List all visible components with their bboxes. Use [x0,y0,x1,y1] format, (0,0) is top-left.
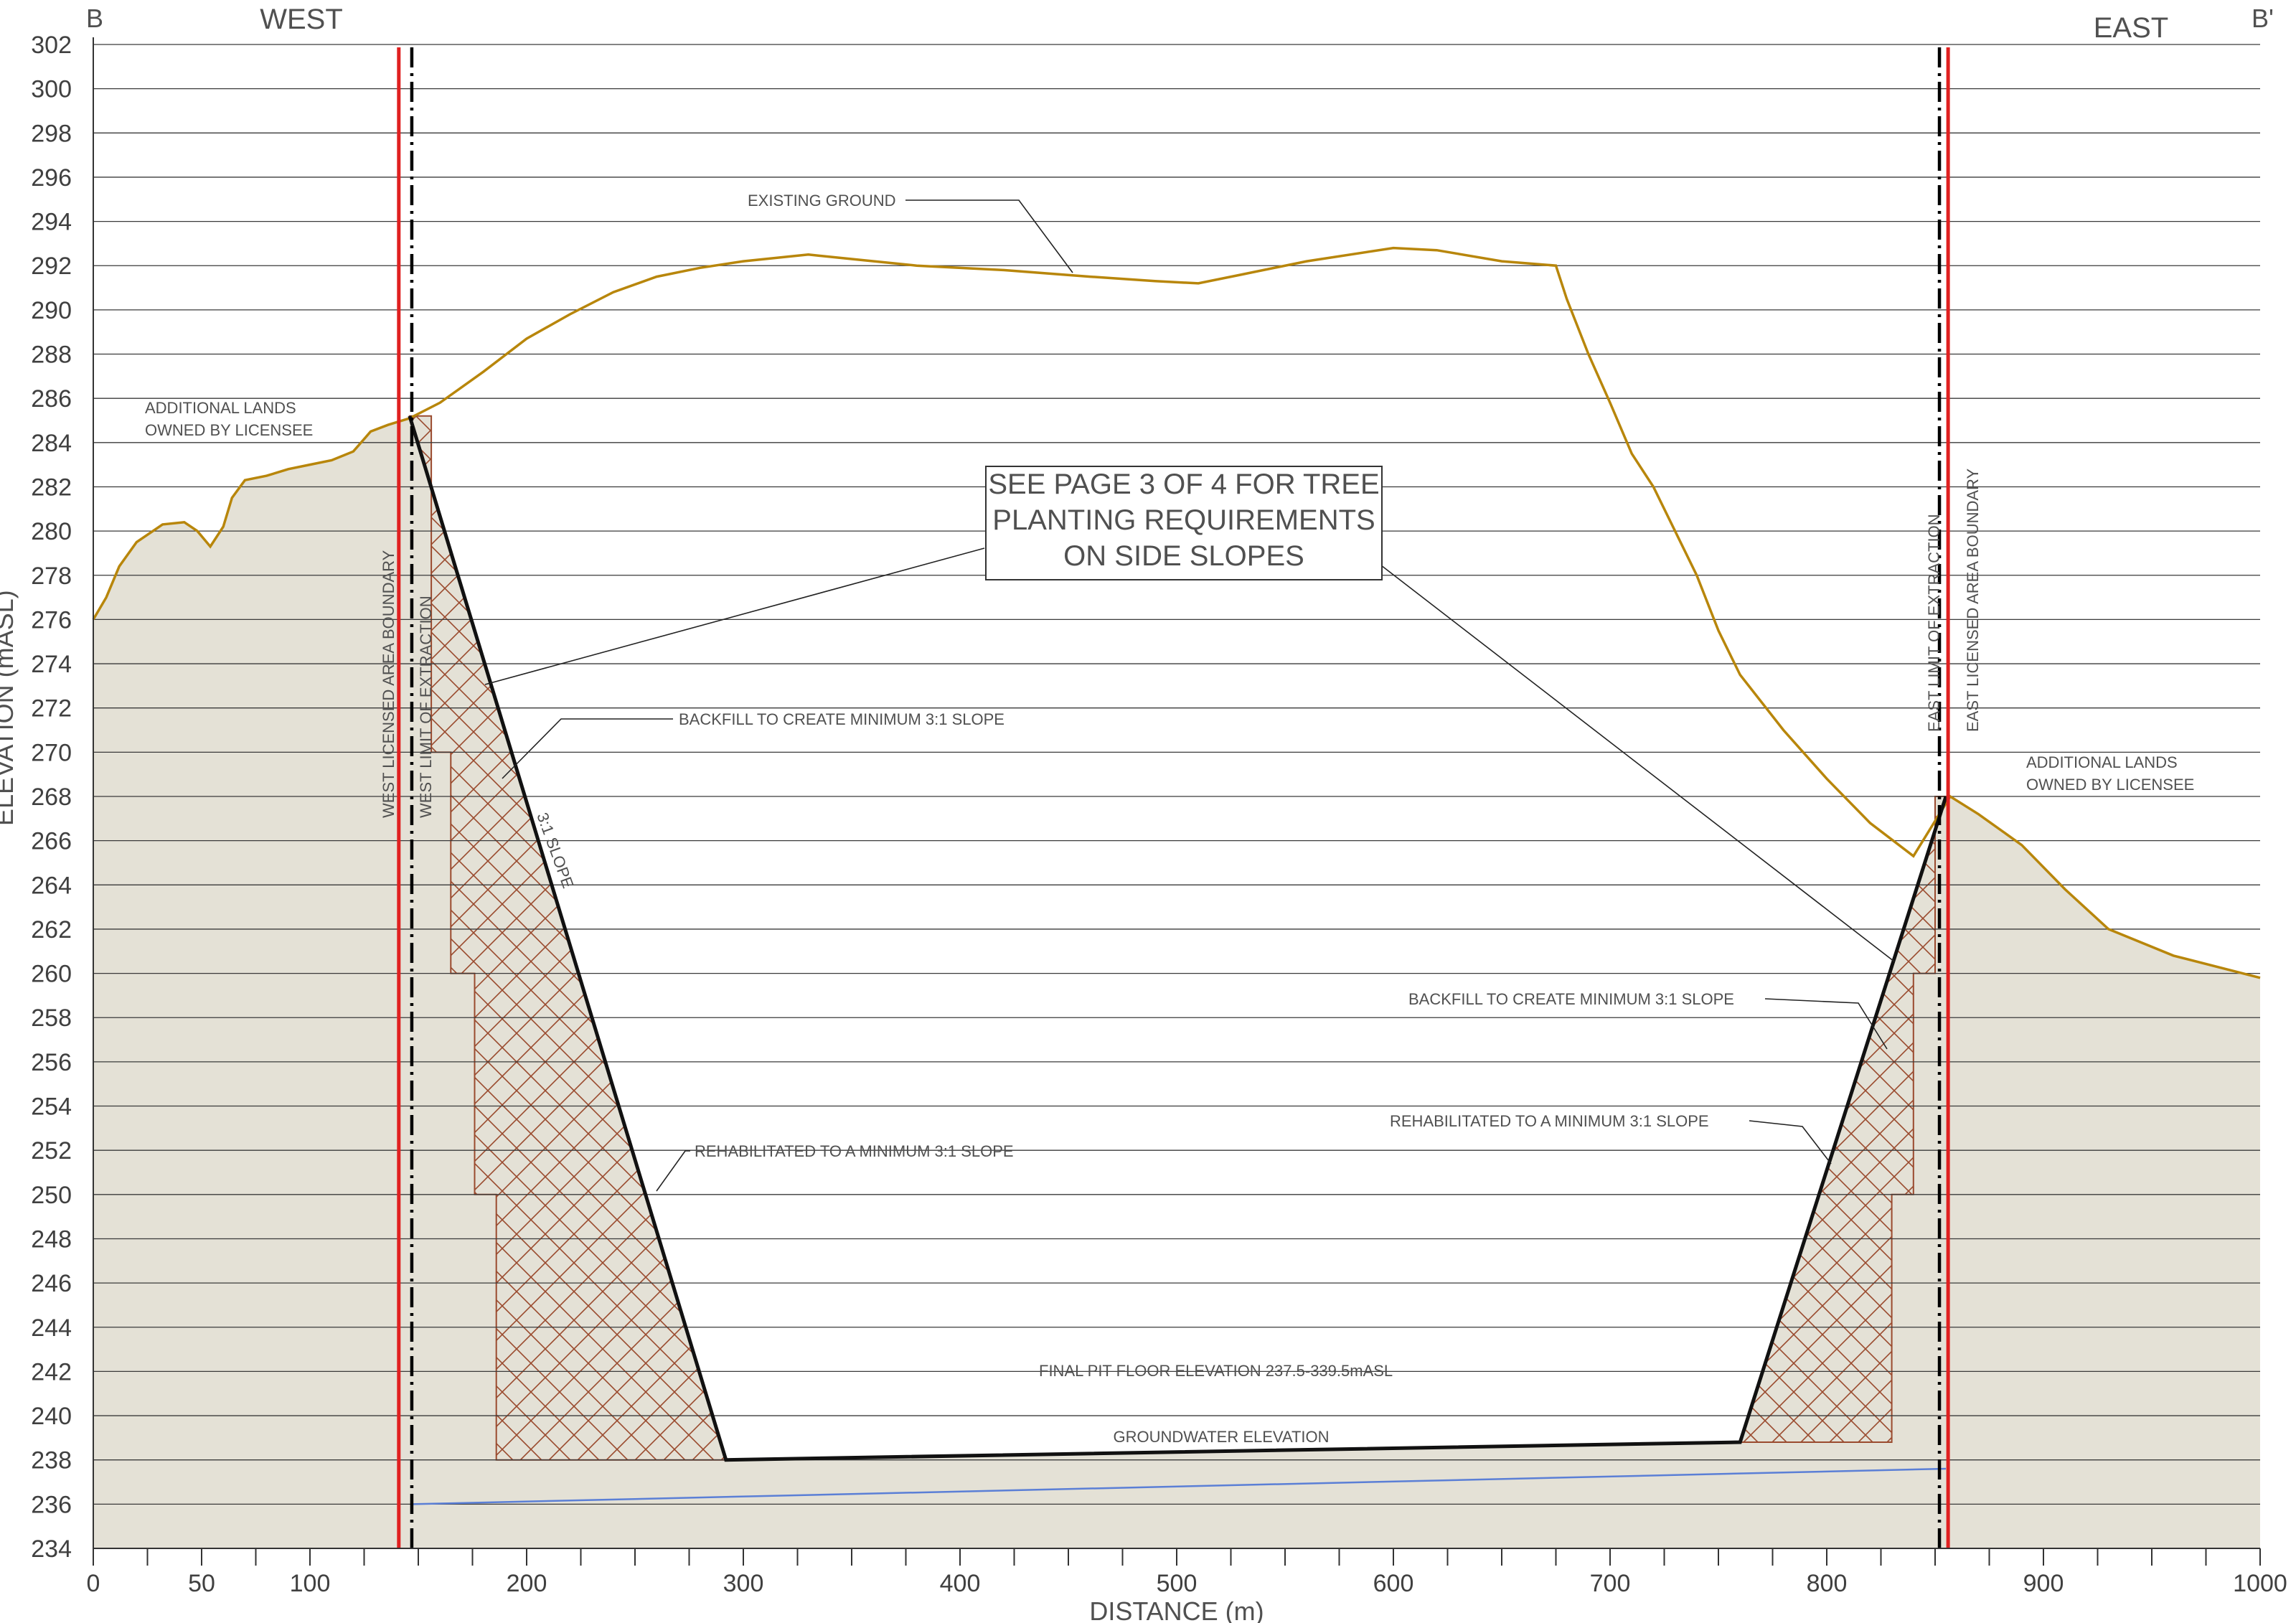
y-tick-label: 256 [31,1049,72,1076]
x-tick-label: 400 [940,1570,981,1597]
y-tick-label: 290 [31,297,72,324]
pit-floor-label: FINAL PIT FLOOR ELEVATION 237.5-339.5mAS… [1039,1362,1393,1380]
additional-lands-west-line1: ADDITIONAL LANDS [145,399,296,417]
x-tick-label: 800 [1807,1570,1848,1597]
pit-profile-line [408,415,1948,1462]
y-tick-label: 246 [31,1270,72,1297]
x-tick-label: 200 [507,1570,547,1597]
y-tick-label: 286 [31,385,72,413]
y-tick-label: 284 [31,430,72,457]
tree-note-line1: SEE PAGE 3 OF 4 FOR TREE [988,469,1379,500]
x-tick-label: 100 [290,1570,331,1597]
y-tick-label: 300 [31,76,72,103]
additional-lands-east-line2: OWNED BY LICENSEE [2026,776,2194,794]
tree-note-line2: PLANTING REQUIREMENTS [992,504,1375,536]
tree-note-box [985,466,1383,580]
y-tick-label: 258 [31,1005,72,1032]
y-tick-label: 242 [31,1358,72,1386]
leader-rehab-west [656,1150,690,1192]
groundwater-label: GROUNDWATER ELEVATION [1113,1428,1329,1446]
y-tick-label: 298 [31,120,72,147]
section-end-label: B' [2252,4,2274,33]
leader-rehab-east [1749,1120,1832,1165]
y-tick-label: 278 [31,563,72,590]
y-axis-title: ELEVATION (mASL) [0,590,19,826]
section-start-label: B [86,4,103,33]
y-tick-label: 244 [31,1314,72,1342]
rehab-west-label: REHABILITATED TO A MINIMUM 3:1 SLOPE [695,1142,1014,1160]
x-tick-label: 0 [87,1570,100,1597]
leader-existing-ground [905,199,1073,273]
west-boundary-label: WEST LICENSED AREA BOUNDARY [380,550,397,818]
y-tick-label: 272 [31,695,72,723]
y-tick-label: 288 [31,342,72,369]
rehab-east-label: REHABILITATED TO A MINIMUM 3:1 SLOPE [1390,1112,1709,1130]
x-tick-label: 1000 [2233,1570,2287,1597]
y-tick-label: 238 [31,1447,72,1474]
y-tick-label: 262 [31,916,72,944]
tree-note-line3: ON SIDE SLOPES [1063,540,1304,572]
y-tick-label: 254 [31,1093,72,1121]
x-tick-label: 300 [723,1570,764,1597]
x-tick-label: 900 [2023,1570,2064,1597]
y-tick-label: 270 [31,739,72,766]
y-tick-label: 250 [31,1182,72,1209]
backfill-east-label: BACKFILL TO CREATE MINIMUM 3:1 SLOPE [1408,990,1734,1008]
y-tick-label: 268 [31,784,72,811]
y-tick-label: 236 [31,1491,72,1518]
x-tick-label: 600 [1373,1570,1414,1597]
y-tick-label: 302 [31,32,72,59]
y-tick-label: 264 [31,872,72,899]
y-tick-label: 260 [31,961,72,988]
y-tick-label: 234 [31,1535,72,1563]
west-limit-label: WEST LIMIT OF EXTRACTION [417,596,435,818]
y-tick-label: 248 [31,1226,72,1253]
east-limit-label: EAST LIMIT OF EXTRACTION [1925,514,1943,732]
groundwater-line [411,1467,1947,1505]
y-tick-label: 294 [31,209,72,236]
y-tick-label: 252 [31,1137,72,1165]
x-axis-title: DISTANCE (m) [1089,1596,1264,1623]
y-tick-label: 296 [31,164,72,192]
x-tick-label: 500 [1157,1570,1198,1597]
y-tick-label: 280 [31,518,72,545]
backfill-west-label: BACKFILL TO CREATE MINIMUM 3:1 SLOPE [679,710,1004,728]
y-tick-label: 240 [31,1403,72,1430]
east-boundary-label: EAST LICENSED AREA BOUNDARY [1964,468,1982,732]
leader-tree-note-west [484,547,985,685]
x-tick-label: 50 [188,1570,215,1597]
y-tick-label: 274 [31,651,72,678]
y-tick-label: 266 [31,828,72,855]
direction-west: WEST [260,4,343,35]
x-tick-label: 700 [1590,1570,1631,1597]
y-tick-label: 292 [31,253,72,280]
direction-east: EAST [2094,12,2168,44]
existing-ground-line [92,246,2261,979]
additional-lands-east-line1: ADDITIONAL LANDS [2026,753,2178,771]
y-tick-label: 276 [31,606,72,634]
existing-ground-label: EXISTING GROUND [748,192,896,210]
leader-backfill-east [1764,998,1888,1050]
leader-tree-note-east [1380,565,1895,962]
additional-lands-west-line2: OWNED BY LICENSEE [145,421,313,439]
y-tick-label: 282 [31,474,72,501]
leader-backfill-west [502,718,673,779]
